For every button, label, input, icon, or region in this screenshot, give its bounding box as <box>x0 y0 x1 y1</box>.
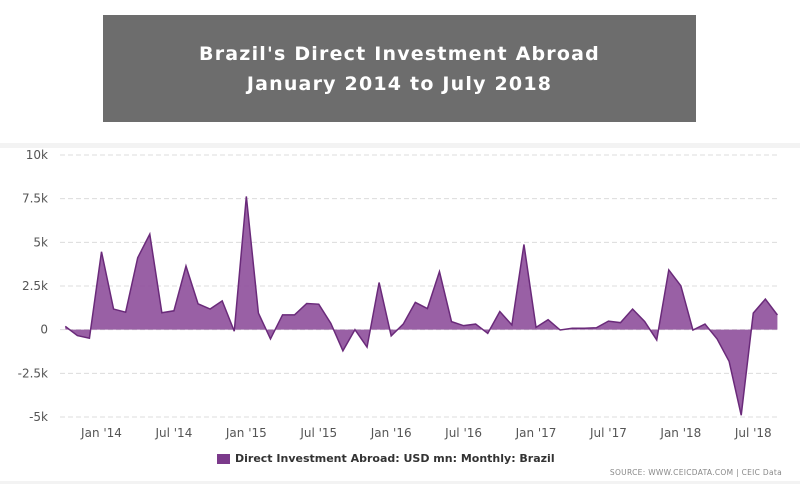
legend-swatch <box>217 453 230 464</box>
y-tick-label: 0 <box>40 323 48 337</box>
x-tick-label: Jan '15 <box>225 426 267 440</box>
y-tick-label: -5k <box>29 410 48 424</box>
y-tick-label: 7.5k <box>22 192 48 206</box>
y-tick-label: 2.5k <box>22 279 48 293</box>
y-tick-label: 10k <box>26 148 48 162</box>
title-line-2: January 2014 to July 2018 <box>246 72 553 95</box>
x-tick-label: Jul '16 <box>444 426 482 440</box>
legend-label: Direct Investment Abroad: USD mn: Monthl… <box>235 452 555 465</box>
x-tick-label: Jul '17 <box>589 426 627 440</box>
source-note: SOURCE: WWW.CEICDATA.COM | CEIC Data <box>609 468 782 477</box>
series-line <box>64 196 779 416</box>
chart-title: Brazil's Direct Investment Abroad Januar… <box>103 15 696 122</box>
bottom-divider <box>0 481 800 484</box>
x-tick-label: Jan '16 <box>370 426 412 440</box>
x-tick-label: Jan '18 <box>659 426 701 440</box>
legend[interactable]: Direct Investment Abroad: USD mn: Monthl… <box>217 452 555 465</box>
x-tick-label: Jan '17 <box>515 426 557 440</box>
y-tick-label: -2.5k <box>18 366 48 380</box>
x-tick-label: Jul '14 <box>154 426 192 440</box>
x-tick-label: Jul '15 <box>299 426 337 440</box>
top-divider <box>0 143 800 148</box>
x-tick-label: Jul '18 <box>734 426 772 440</box>
title-line-1: Brazil's Direct Investment Abroad <box>199 42 600 65</box>
y-tick-label: 5k <box>33 235 48 249</box>
x-tick-label: Jan '14 <box>80 426 122 440</box>
